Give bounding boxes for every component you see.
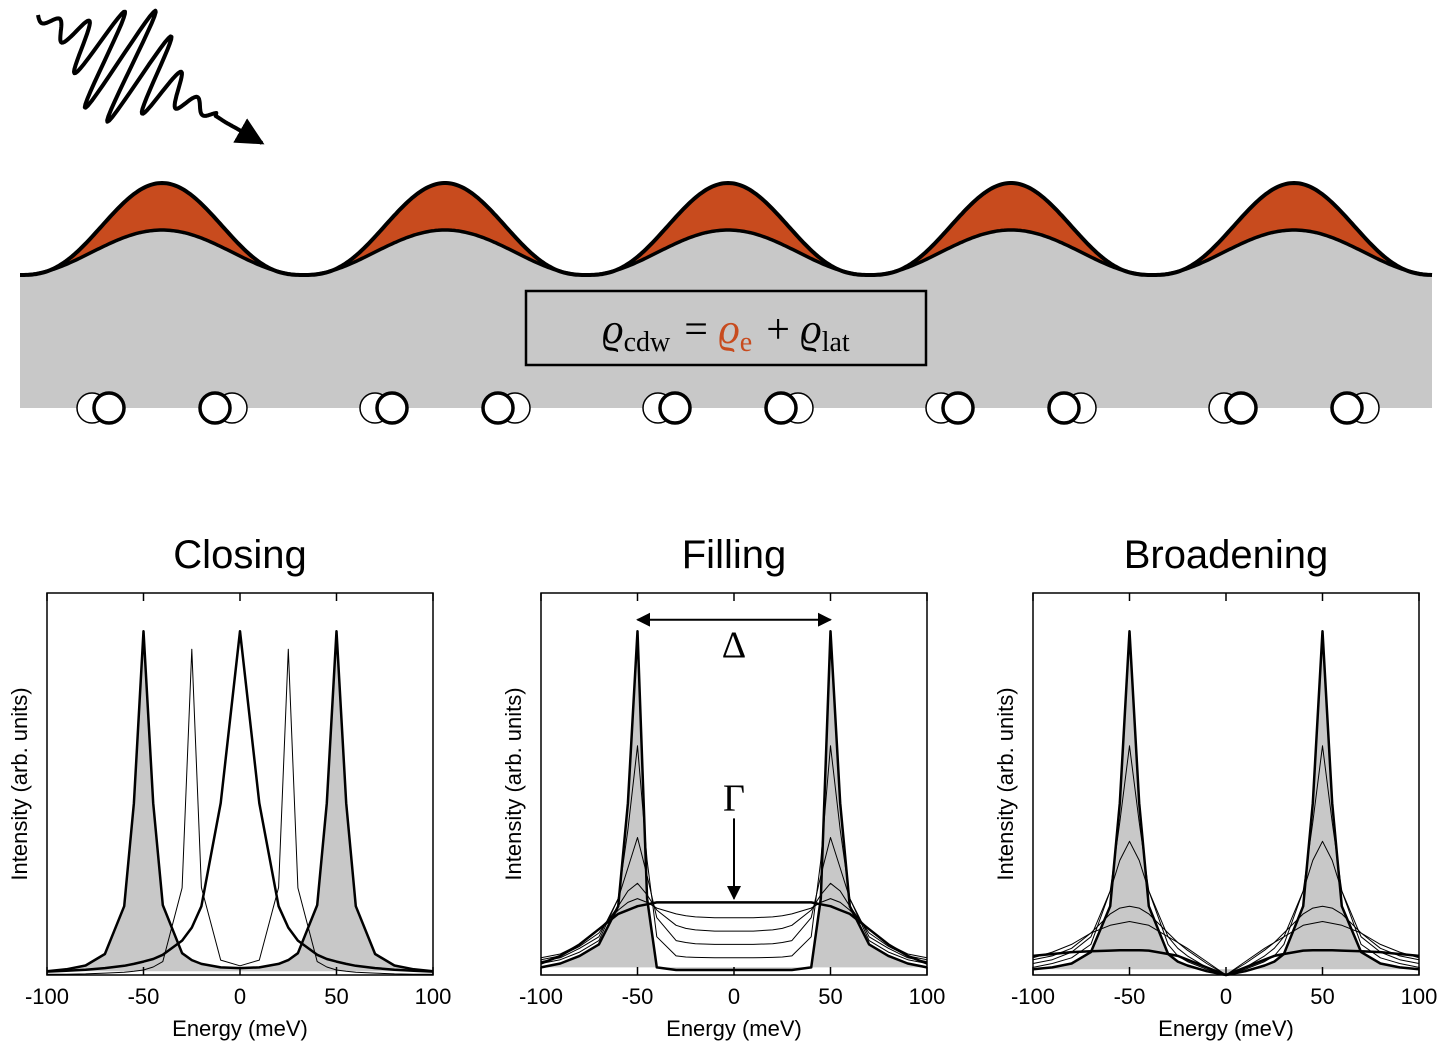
electron-outline (20, 180, 1433, 277)
chart-panel: Filling Energy (meV) Intensity (arb. units… (501, 533, 945, 1041)
subscript: lat (822, 327, 850, 358)
chart-title: Broadening (1124, 533, 1329, 577)
chart-title: Closing (173, 533, 306, 577)
x-tick-label: 100 (415, 984, 452, 1009)
atom (1224, 391, 1258, 425)
curve (540, 882, 928, 961)
chart-panel: Closing Energy (meV) Intensity (arb. units… (7, 533, 451, 1041)
x-tick-label: -50 (622, 984, 654, 1009)
formula-box (524, 289, 928, 367)
gap-label: Δ (722, 625, 746, 667)
plot-frame (46, 592, 434, 976)
x-tick-label: -100 (1011, 984, 1055, 1009)
photon (36, 8, 248, 136)
x-tick-label: -100 (25, 984, 69, 1009)
filled-curve (1032, 629, 1420, 977)
x-tick-label: -50 (128, 984, 160, 1009)
atom (1047, 391, 1081, 425)
lattice-body (20, 230, 1432, 408)
curve (540, 745, 928, 964)
x-axis-label: Energy (meV) (666, 1016, 802, 1041)
x-tick-label: 0 (234, 984, 246, 1009)
atom (92, 391, 126, 425)
curve (540, 901, 928, 965)
subscript: cdw (624, 327, 671, 358)
x-tick-label: 50 (324, 984, 348, 1009)
operator: + (766, 307, 800, 353)
y-axis-label: Intensity (arb. units) (7, 687, 32, 880)
curve (1032, 745, 1420, 976)
lattice-outline (20, 228, 1433, 277)
broadening-label: Γ (723, 778, 745, 820)
atom (1330, 391, 1364, 425)
x-tick-label: 50 (818, 984, 842, 1009)
curve (47, 648, 433, 975)
atom (481, 391, 515, 425)
formula: ϱcdw = ϱe + ϱlat (602, 307, 850, 358)
photon-arrow (233, 118, 265, 145)
x-tick-label: 0 (728, 984, 740, 1009)
chart-panel: Broadening Energy (meV) Intensity (arb. un… (993, 533, 1437, 1041)
y-axis-label: Intensity (arb. units) (993, 687, 1018, 880)
curve (540, 898, 928, 959)
plot-frame (1032, 592, 1420, 976)
atom (375, 391, 409, 425)
atom (658, 391, 692, 425)
symbol: ϱ (718, 307, 739, 353)
x-tick-label: 0 (1220, 984, 1232, 1009)
subscript: e (740, 327, 752, 358)
chart-title: Filling (682, 533, 786, 577)
atom (764, 391, 798, 425)
symbol: ϱ (602, 307, 623, 353)
atom (198, 391, 232, 425)
x-tick-label: 100 (1401, 984, 1438, 1009)
filled-curve (46, 629, 434, 973)
charts: Closing Energy (meV) Intensity (arb. units… (7, 533, 1437, 1041)
x-tick-label: -100 (519, 984, 563, 1009)
cdw-diagram: ϱcdw = ϱe + ϱlat (20, 8, 1433, 425)
x-tick-label: -50 (1114, 984, 1146, 1009)
symbol: ϱ (800, 307, 821, 353)
curve (540, 837, 928, 963)
x-tick-label: 50 (1310, 984, 1334, 1009)
y-axis-label: Intensity (arb. units) (501, 687, 526, 880)
x-axis-label: Energy (meV) (172, 1016, 308, 1041)
atom (941, 391, 975, 425)
x-axis-label: Energy (meV) (1158, 1016, 1294, 1041)
x-tick-label: 100 (909, 984, 946, 1009)
operator: = (684, 307, 718, 353)
curve (46, 629, 434, 973)
